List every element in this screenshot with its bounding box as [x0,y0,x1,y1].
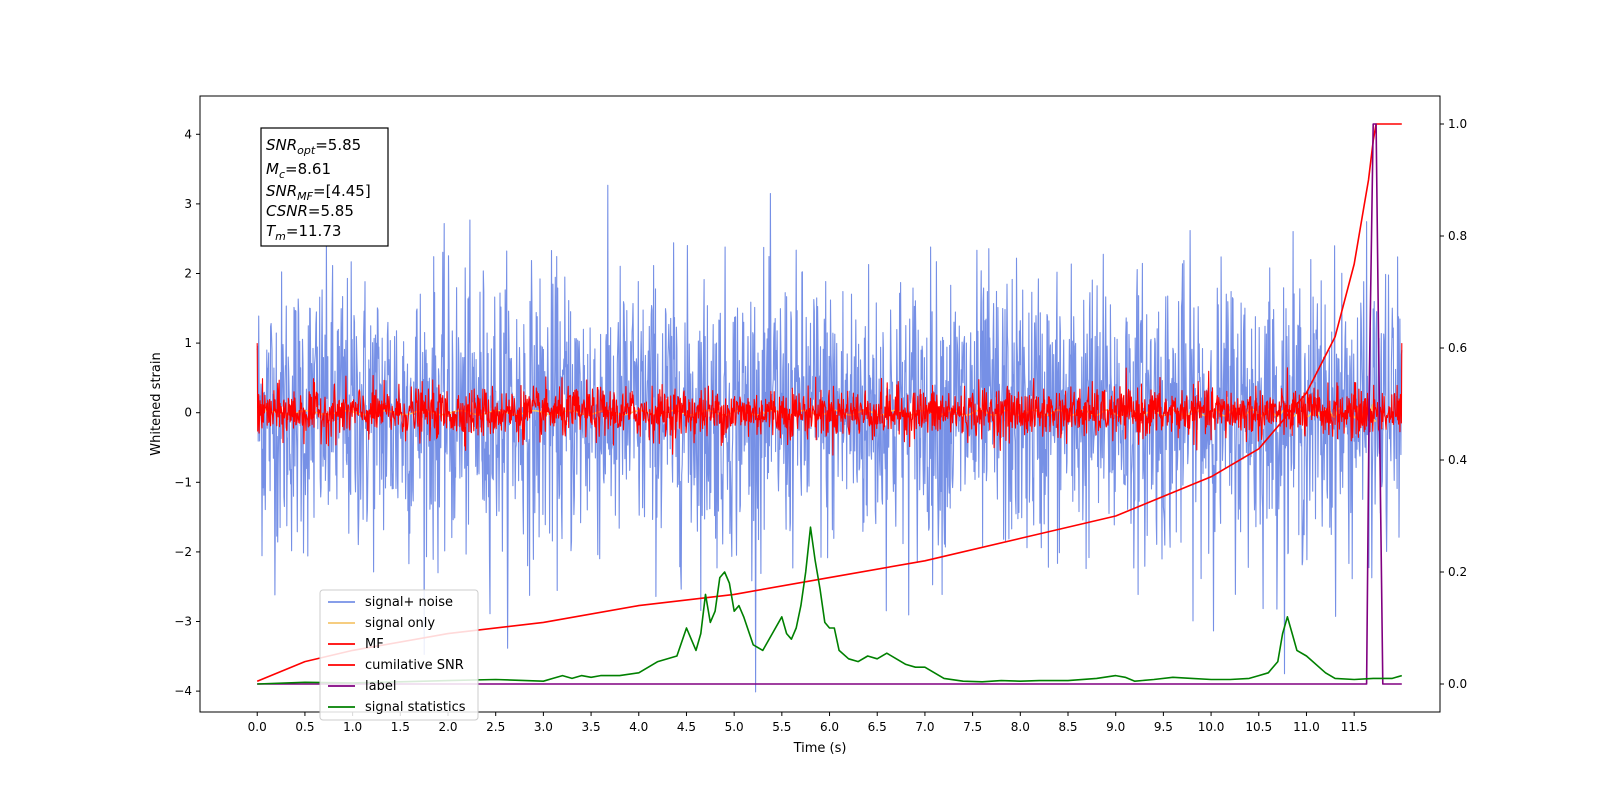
x-axis: 0.0 0.5 1.0 1.5 2.0 2.5 3.0 3.5 4.0 4.5 5.0 5.5 6.0 6… [248,712,1368,734]
x-tick-label: 3.5 [582,720,601,734]
y-tick-label: 3 [184,197,192,211]
x-tick-label: 4.0 [629,720,648,734]
x-tick-label: 0.5 [295,720,314,734]
x-tick-label: 5.0 [725,720,744,734]
y-tick-label: 2 [184,266,192,280]
y-tick-label: 4 [184,127,192,141]
x-tick-label: 1.5 [391,720,410,734]
series-cumilative-snr [256,123,1402,682]
x-tick-label: 2.5 [486,720,505,734]
legend-label-signal-only: signal only [365,616,435,631]
x-tick-label: 10.5 [1245,720,1272,734]
x-tick-label: 8.0 [1011,720,1030,734]
annotation-snr-mf: SNRMF=[4.45] [266,182,371,203]
series-label [257,123,1402,685]
y-axis-right: 0.0 0.2 0.4 0.6 0.8 1.0 [1440,117,1467,691]
y-axis-left: −4 −3 −2 −1 0 1 2 3 4 [174,127,200,698]
y2-tick-label: 0.6 [1448,341,1467,355]
x-tick-label: 5.5 [772,720,791,734]
legend-label-signal-statistics: signal statistics [365,700,466,715]
x-tick-label: 11.0 [1293,720,1320,734]
series-mf [256,343,1403,456]
series-signal-statistics [257,526,1403,685]
x-tick-label: 9.0 [1106,720,1125,734]
x-tick-label: 6.0 [820,720,839,734]
legend-label-mf: MF [365,637,384,652]
x-tick-label: 2.0 [438,720,457,734]
annotation-tm: Tm=11.73 [266,222,341,243]
y-tick-label: −1 [174,475,192,489]
y2-tick-label: 0.4 [1448,453,1467,467]
y2-tick-label: 0.8 [1448,229,1467,243]
annotation-box: SNRopt=5.85 Mc=8.61 SNRMF=[4.45] CSNR=5.… [260,127,389,247]
legend-label-cumilative-snr: cumilative SNR [365,658,464,673]
x-tick-label: 10.0 [1198,720,1225,734]
y2-tick-label: 0.2 [1448,565,1467,579]
x-tick-label: 7.0 [915,720,934,734]
x-tick-label: 6.5 [868,720,887,734]
annotation-csnr: CSNR=5.85 [266,202,354,220]
x-tick-label: 4.5 [677,720,696,734]
x-tick-label: 0.0 [248,720,267,734]
y-tick-label: −2 [174,545,192,559]
annotation-mc: Mc=8.61 [266,160,331,181]
y-tick-label: 0 [184,406,192,420]
plot-frame [199,95,1441,713]
legend: signal+ noise signal only MF cumilative SNR… [319,589,479,721]
y-tick-label: −4 [174,684,192,698]
y-axis-label: Whitened strain [149,352,164,455]
x-tick-label: 3.0 [534,720,553,734]
legend-label-label: label [365,679,396,694]
y-tick-label: −3 [174,615,192,629]
y2-tick-label: 0.0 [1448,677,1467,691]
x-tick-label: 9.5 [1154,720,1173,734]
annotation-snr-opt: SNRopt=5.85 [266,136,361,157]
x-tick-label: 8.5 [1058,720,1077,734]
y2-tick-label: 1.0 [1448,117,1467,131]
x-axis-label: Time (s) [793,741,847,756]
legend-label-signal-noise: signal+ noise [365,595,453,610]
x-tick-label: 7.5 [963,720,982,734]
plot-area [256,123,1403,693]
y-tick-label: 1 [184,336,192,350]
x-tick-label: 1.0 [343,720,362,734]
x-tick-label: 11.5 [1341,720,1368,734]
